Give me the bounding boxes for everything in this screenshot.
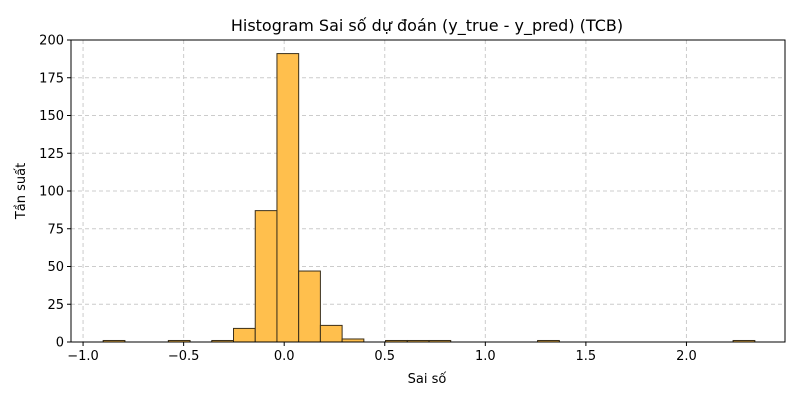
histogram-bar-7 bbox=[254, 210, 278, 343]
y-tick-label-1: 25 bbox=[47, 298, 64, 313]
y-tick-label-8: 200 bbox=[39, 34, 64, 49]
y-tick-label-6: 150 bbox=[39, 109, 64, 124]
y-tick-label-5: 125 bbox=[39, 147, 64, 162]
bars-layer bbox=[102, 53, 756, 343]
axes-layer: −1.0 −0.5 0.0 0.5 1.0 1.5 2.0 0 25 50 75 100 125 150 1… bbox=[39, 34, 786, 364]
x-tick-label-6: 2.0 bbox=[676, 349, 697, 364]
y-tick-label-3: 75 bbox=[47, 222, 64, 237]
histogram-bar-9 bbox=[298, 270, 321, 343]
y-tick-label-7: 175 bbox=[39, 71, 64, 86]
x-tick-label-3: 0.5 bbox=[374, 349, 395, 364]
y-tick-label-4: 100 bbox=[39, 185, 64, 200]
x-tick-label-4: 1.0 bbox=[475, 349, 496, 364]
histogram-bar-6 bbox=[233, 327, 256, 343]
y-tick-label-0: 0 bbox=[56, 336, 64, 351]
x-axis-label: Sai số bbox=[408, 372, 447, 387]
x-tick-label-5: 1.5 bbox=[576, 349, 597, 364]
histogram-bar-8 bbox=[276, 53, 300, 343]
x-tick-label-0: −1.0 bbox=[67, 349, 99, 364]
histogram-bar-10 bbox=[319, 324, 343, 343]
y-tick-label-2: 50 bbox=[47, 260, 64, 275]
y-axis-label: Tần suất bbox=[14, 163, 29, 220]
x-tick-label-1: −0.5 bbox=[168, 349, 200, 364]
chart-title: Histogram Sai số dự đoán (y_true - y_pre… bbox=[231, 16, 623, 36]
grid-layer bbox=[71, 39, 785, 343]
x-tick-label-2: 0.0 bbox=[274, 349, 295, 364]
